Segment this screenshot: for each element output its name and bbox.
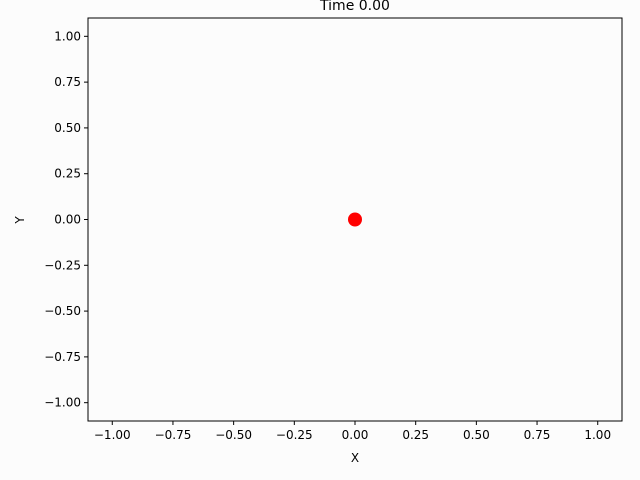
chart-title: Time 0.00 (319, 0, 390, 14)
y-tick-label: 0.25 (54, 167, 81, 181)
x-axis-title: X (351, 451, 359, 465)
x-tick-label: 0.25 (402, 428, 429, 442)
x-tick-label: −0.25 (276, 428, 313, 442)
y-tick-label: 0.00 (54, 213, 81, 227)
x-tick-label: 0.50 (463, 428, 490, 442)
y-axis-ticks: 1.00 0.75 0.50 0.25 0.00 −0.25 −0.50 −0.75 −1.00 (44, 29, 88, 410)
y-tick-label: −0.50 (44, 304, 81, 318)
y-tick-label: −1.00 (44, 396, 81, 410)
y-tick-label: 0.75 (54, 75, 81, 89)
data-point (348, 212, 362, 227)
y-tick-label: −0.75 (44, 350, 81, 364)
data-points (348, 212, 362, 227)
x-tick-label: 1.00 (584, 428, 611, 442)
x-axis-ticks: −1.00 −0.75 −0.50 −0.25 0.00 0.25 0.50 0.75 1.00 (94, 421, 611, 442)
y-axis-title: Y (13, 216, 27, 225)
x-tick-label: 0.00 (342, 428, 369, 442)
y-tick-label: −0.25 (44, 258, 81, 272)
y-tick-label: 0.50 (54, 121, 81, 135)
x-tick-label: −0.50 (215, 428, 252, 442)
y-tick-label: 1.00 (54, 29, 81, 43)
x-tick-label: −1.00 (94, 428, 131, 442)
x-tick-label: 0.75 (524, 428, 551, 442)
x-tick-label: −0.75 (155, 428, 192, 442)
